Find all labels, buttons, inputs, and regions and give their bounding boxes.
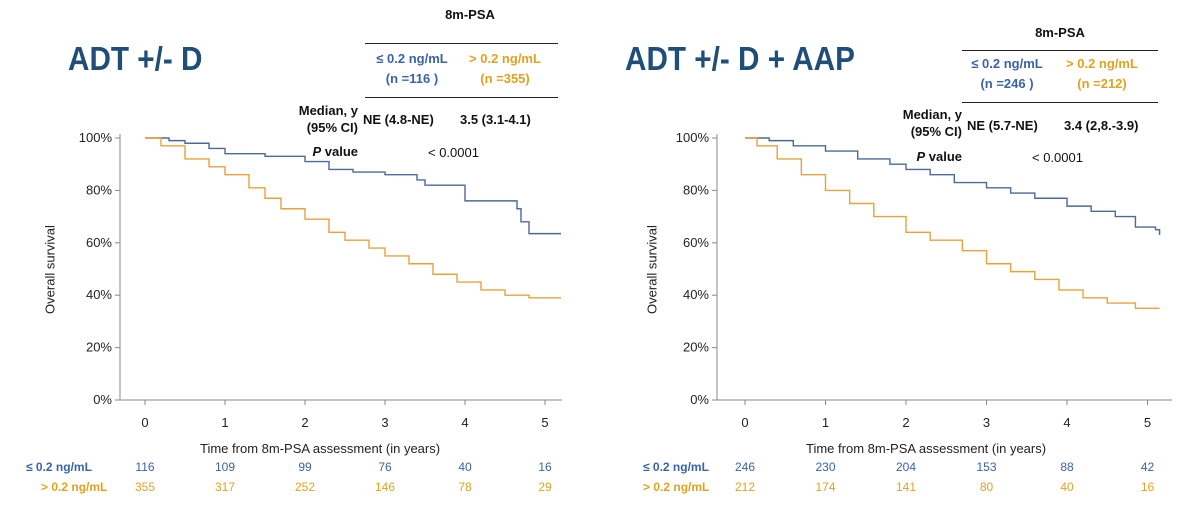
risk-cell-high: 355 <box>134 480 156 494</box>
risk-cell-high: 252 <box>294 480 316 494</box>
group-low-label: ≤ 0.2 ng/mL <box>971 56 1043 71</box>
group-high-n: (n =212) <box>1077 76 1127 91</box>
risk-cell-low: 153 <box>976 460 997 474</box>
median-label: Median, y (95% CI) <box>298 103 358 135</box>
y-tick-label: 100% <box>79 130 113 145</box>
series-line-high <box>145 137 561 299</box>
group-low-label: ≤ 0.2 ng/mL <box>376 51 448 66</box>
x-tick-label: 2 <box>301 415 308 430</box>
y-tick-label: 20% <box>683 340 709 355</box>
y-tick-label: 60% <box>86 235 112 250</box>
y-tick-label: 80% <box>86 182 112 197</box>
risk-cell-low: 230 <box>815 460 836 474</box>
x-axis-label: Time from 8m-PSA assessment (in years) <box>806 441 1047 456</box>
p-value: < 0.0001 <box>428 145 479 160</box>
panel-title: ADT +/- D <box>68 40 203 77</box>
header-rule-bottom <box>365 97 558 98</box>
risk-cell-low: 109 <box>214 460 236 474</box>
x-tick-label: 0 <box>141 415 148 430</box>
x-tick-label: 1 <box>822 415 829 430</box>
risk-cell-high: 80 <box>979 480 994 494</box>
group-high-label: > 0.2 ng/mL <box>1066 56 1138 71</box>
panel-title: ADT +/- D + AAP <box>625 40 855 77</box>
series-line-low <box>145 137 561 235</box>
table-header: 8m-PSA <box>1035 25 1085 40</box>
series-line-low <box>745 137 1161 235</box>
y-tick-label: 0% <box>93 392 112 407</box>
risk-cell-high: 40 <box>1060 480 1074 494</box>
risk-cell-high: 29 <box>538 480 552 494</box>
x-tick-label: 0 <box>741 415 748 430</box>
p-value-label: P value <box>916 149 962 164</box>
median-low-value: NE (5.7-NE) <box>967 118 1038 133</box>
header-rule <box>365 43 558 44</box>
p-value-label: P value <box>312 144 358 159</box>
risk-cell-low: 246 <box>734 460 756 474</box>
median-high-value: 3.4 (2,8.-3.9) <box>1064 118 1139 133</box>
risk-cell-high: 78 <box>458 480 472 494</box>
km-panel-left: ADT +/- D 8m-PSA ≤ 0.2 ng/mL > 0.2 ng/mL… <box>26 7 562 494</box>
x-tick-label: 4 <box>1063 415 1070 430</box>
risk-high-label: > 0.2 ng/mL <box>41 480 108 494</box>
y-tick-label: 20% <box>86 340 112 355</box>
risk-cell-low: 40 <box>458 460 472 474</box>
y-tick-label: 40% <box>683 287 709 302</box>
group-high-n: (n =355) <box>480 71 530 86</box>
risk-cell-high: 317 <box>214 480 236 494</box>
group-low-n: (n =246 ) <box>980 76 1034 91</box>
risk-cell-high: 212 <box>734 480 756 494</box>
y-axis-label: Overall survival <box>644 225 660 314</box>
group-low-n: (n =116 ) <box>385 71 439 86</box>
group-high-label: > 0.2 ng/mL <box>469 51 541 66</box>
risk-low-label: ≤ 0.2 ng/mL <box>643 460 709 474</box>
risk-low-label: ≤ 0.2 ng/mL <box>26 460 92 474</box>
x-tick-label: 4 <box>461 415 468 430</box>
x-tick-label: 3 <box>381 415 388 430</box>
series-line-high <box>745 137 1160 309</box>
p-value: < 0.0001 <box>1032 150 1083 165</box>
x-tick-label: 1 <box>221 415 228 430</box>
risk-cell-high: 174 <box>815 480 836 494</box>
table-header: 8m-PSA <box>445 7 495 22</box>
risk-cell-high: 146 <box>374 480 396 494</box>
median-low-value: NE (4.8-NE) <box>363 112 434 127</box>
y-axis-label: Overall survival <box>42 225 58 314</box>
risk-cell-low: 88 <box>1060 460 1074 474</box>
km-chart-left: 0% 20% 40% 60% 80% 100% 0 1 2 3 4 5 <box>79 130 562 430</box>
km-panel-right: ADT +/- D + AAP 8m-PSA ≤ 0.2 ng/mL > 0.2… <box>600 0 1200 515</box>
risk-cell-high: 141 <box>895 480 917 494</box>
risk-cell-low: 16 <box>538 460 552 474</box>
risk-cell-low: 76 <box>378 460 392 474</box>
km-chart-right: 0% 20% 40% 60% 80% 100% 0 1 2 3 4 5 <box>676 130 1172 430</box>
y-tick-label: 80% <box>683 182 709 197</box>
risk-cell-low: 204 <box>895 460 917 474</box>
header-rule <box>962 50 1158 51</box>
risk-cell-low: 99 <box>298 460 312 474</box>
header-rule-bottom <box>962 102 1158 103</box>
risk-high-label: > 0.2 ng/mL <box>643 480 710 494</box>
risk-cell-low: 42 <box>1140 460 1155 474</box>
risk-cell-low: 116 <box>135 460 155 474</box>
y-tick-label: 100% <box>676 130 710 145</box>
x-tick-label: 5 <box>1144 415 1151 430</box>
x-axis-label: Time from 8m-PSA assessment (in years) <box>200 441 441 456</box>
y-tick-label: 0% <box>690 392 709 407</box>
y-tick-label: 40% <box>86 287 112 302</box>
x-tick-label: 5 <box>541 415 548 430</box>
x-tick-label: 3 <box>983 415 990 430</box>
median-label: Median, y (95% CI) <box>902 107 962 139</box>
risk-cell-high: 16 <box>1140 480 1155 494</box>
y-tick-label: 60% <box>683 235 709 250</box>
x-tick-label: 2 <box>902 415 909 430</box>
median-high-value: 3.5 (3.1-4.1) <box>460 112 531 127</box>
